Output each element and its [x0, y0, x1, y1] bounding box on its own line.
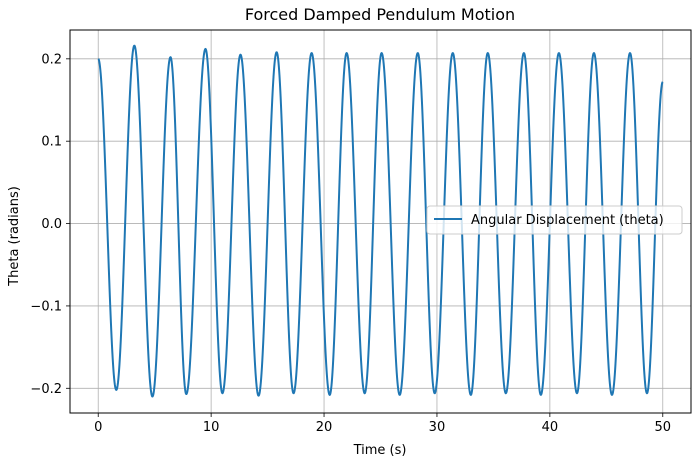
x-tick-label: 10 [203, 420, 220, 435]
y-tick-label: 0.2 [41, 52, 62, 67]
legend-label-theta: Angular Displacement (theta) [471, 213, 664, 228]
y-tick-label: 0.1 [41, 135, 62, 150]
x-tick-label: 40 [542, 420, 559, 435]
x-axis-label: Time (s) [353, 443, 407, 458]
axes-frame [69, 29, 692, 414]
chart-title: Forced Damped Pendulum Motion [245, 5, 515, 24]
x-tick-label: 20 [316, 420, 333, 435]
legend: Angular Displacement (theta) [426, 205, 683, 235]
y-axis: −0.2 −0.1 0.0 0.1 0.2 [30, 52, 70, 397]
plot-area [97, 44, 664, 398]
y-axis-label: Theta (radians) [7, 186, 22, 287]
y-tick-label: −0.1 [30, 299, 62, 314]
x-tick-label: 30 [429, 420, 446, 435]
x-tick-label: 0 [94, 420, 102, 435]
y-tick-label: −0.2 [30, 382, 62, 397]
y-tick-label: 0.0 [41, 217, 62, 232]
legend-box [426, 205, 683, 235]
x-axis: 0 10 20 30 40 50 [94, 413, 671, 435]
x-tick-label: 50 [654, 420, 671, 435]
series-line-theta [97, 44, 664, 398]
